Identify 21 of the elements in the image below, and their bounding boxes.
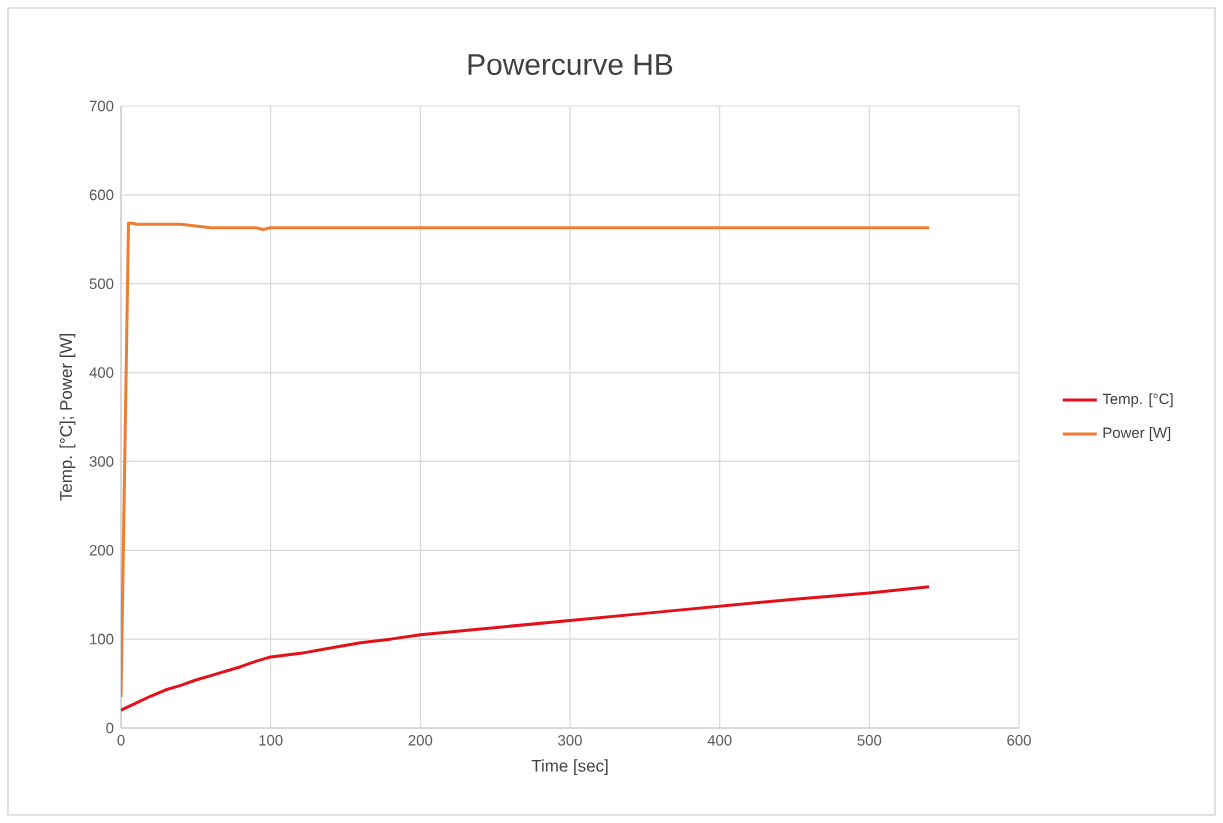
- y-tick-label: 200: [89, 545, 114, 556]
- y-tick-label: 600: [89, 189, 114, 201]
- x-tick-label: 100: [259, 735, 283, 746]
- legend-label: Power [W]: [1103, 427, 1171, 441]
- y-tick-label: 400: [89, 367, 114, 378]
- legend-label: Temp. [°C]: [1102, 393, 1173, 408]
- line-series: [121, 221, 931, 699]
- y-tick-label: 0: [106, 722, 114, 734]
- chart-title: Powercurve HB: [468, 54, 673, 76]
- x-tick-label: 600: [1007, 735, 1031, 746]
- y-tick-label: 700: [89, 100, 114, 112]
- x-axis-title: Time [sec]: [531, 759, 608, 776]
- x-tick-label: 0: [117, 735, 125, 746]
- y-axis-title: Temp. [°C]; Power [W]: [59, 334, 76, 501]
- x-tick-label: 500: [857, 735, 882, 746]
- x-tick-label: 300: [558, 735, 582, 746]
- y-tick-label: 300: [89, 456, 114, 467]
- x-tick-label: 400: [707, 735, 732, 746]
- x-tick-label: 200: [408, 735, 433, 746]
- y-tick-label: 100: [90, 633, 114, 645]
- y-tick-label: 500: [89, 278, 114, 290]
